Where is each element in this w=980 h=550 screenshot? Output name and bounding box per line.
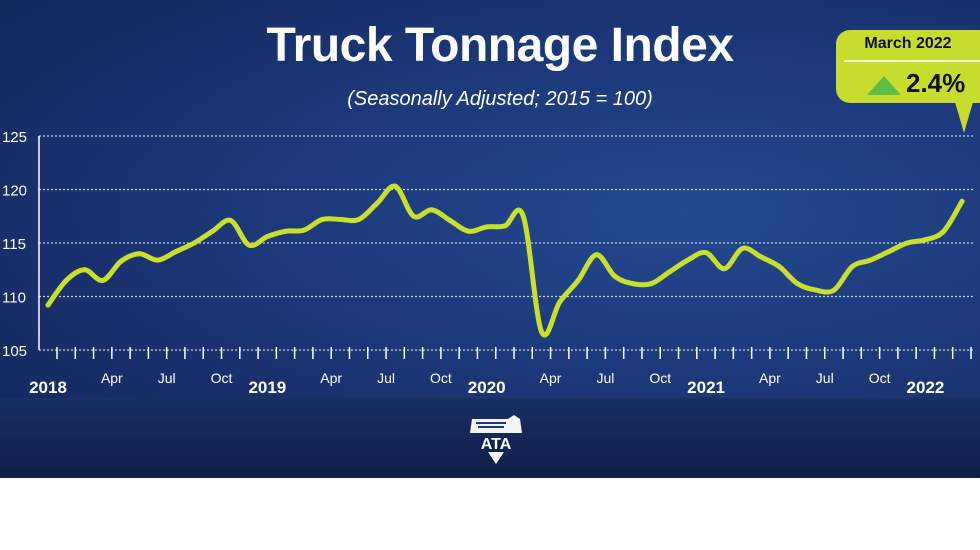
callout-divider xyxy=(844,60,980,62)
data-point xyxy=(685,257,691,263)
data-point xyxy=(337,216,343,222)
callout-change: 2.4% xyxy=(906,68,966,98)
data-point xyxy=(667,269,673,275)
data-point xyxy=(740,245,746,251)
data-point xyxy=(593,252,599,258)
chart-title: Truck Tonnage Index xyxy=(266,19,734,72)
data-point xyxy=(904,240,910,246)
x-year-label: 2020 xyxy=(468,378,506,397)
data-point xyxy=(813,287,819,293)
data-point xyxy=(447,218,453,224)
road-background xyxy=(0,398,980,478)
y-tick-label: 125 xyxy=(2,129,27,146)
y-tick-label: 120 xyxy=(2,183,27,200)
data-point xyxy=(319,216,325,222)
gridlines xyxy=(39,135,975,351)
x-month-label: Apr xyxy=(759,370,781,386)
data-point xyxy=(648,281,654,287)
x-month-label: Apr xyxy=(540,370,562,386)
series-line xyxy=(45,183,965,338)
ata-logo: ATA xyxy=(470,415,522,464)
data-point xyxy=(502,223,508,229)
data-point xyxy=(849,264,855,270)
data-point xyxy=(374,200,380,206)
data-point xyxy=(246,242,252,248)
y-tick-label: 110 xyxy=(2,290,26,307)
data-point xyxy=(136,251,142,257)
line-chart: 105 110 115 120 125 2018 Apr Jul Oct 2019 Apr Jul O… xyxy=(2,129,975,397)
x-year-label: 2019 xyxy=(248,378,286,397)
x-axis: 2018 Apr Jul Oct 2019 Apr Jul Oct 2020 Apr Jul Oct 2… xyxy=(29,347,972,397)
x-month-label: Jul xyxy=(158,370,176,386)
x-month-label: Oct xyxy=(869,370,891,386)
x-month-label: Jul xyxy=(816,370,834,386)
x-month-label: Jul xyxy=(596,370,614,386)
data-point xyxy=(484,224,490,230)
x-month-label: Apr xyxy=(320,370,342,386)
data-point xyxy=(392,183,398,189)
data-point xyxy=(941,228,947,234)
callout-date: March 2022 xyxy=(864,35,952,52)
x-month-label: Jul xyxy=(377,370,395,386)
x-month-label: Oct xyxy=(430,370,452,386)
data-point xyxy=(301,227,307,233)
y-axis: 105 110 115 120 125 xyxy=(2,129,40,360)
data-point xyxy=(283,228,289,234)
x-year-label: 2021 xyxy=(687,378,725,397)
data-point xyxy=(758,254,764,260)
data-point xyxy=(575,277,581,283)
svg-text:ATA: ATA xyxy=(481,436,512,453)
latest-change-callout: March 2022 2.4% xyxy=(836,30,980,103)
series xyxy=(45,183,965,338)
data-point xyxy=(45,302,51,308)
data-point xyxy=(721,266,727,272)
data-point xyxy=(356,216,362,222)
data-point xyxy=(776,264,782,270)
x-month-label: Apr xyxy=(101,370,123,386)
data-point xyxy=(118,258,124,264)
y-tick-label: 115 xyxy=(2,236,26,253)
data-point xyxy=(191,240,197,246)
x-month-label: Oct xyxy=(649,370,671,386)
y-tick-label: 105 xyxy=(2,343,27,360)
data-point xyxy=(411,213,417,219)
data-point xyxy=(539,329,545,335)
data-point xyxy=(959,198,965,204)
data-point xyxy=(63,277,69,283)
data-point xyxy=(794,281,800,287)
data-point xyxy=(82,267,88,273)
x-year-label: 2018 xyxy=(29,378,67,397)
x-month-label: Oct xyxy=(211,370,233,386)
data-point xyxy=(173,249,179,255)
data-point xyxy=(612,273,618,279)
data-point xyxy=(264,234,270,240)
data-point xyxy=(155,257,161,263)
callout-pointer xyxy=(955,102,973,133)
data-point xyxy=(557,299,563,305)
data-point xyxy=(228,218,234,224)
data-point xyxy=(868,257,874,263)
data-point xyxy=(465,228,471,234)
chart-subtitle: (Seasonally Adjusted; 2015 = 100) xyxy=(347,88,653,110)
up-arrow-icon xyxy=(867,76,901,95)
data-point xyxy=(831,287,837,293)
data-point xyxy=(886,249,892,255)
data-point xyxy=(703,250,709,256)
x-year-label: 2022 xyxy=(907,378,945,397)
data-point xyxy=(210,228,216,234)
data-point xyxy=(520,213,526,219)
data-point xyxy=(630,281,636,287)
data-point xyxy=(429,207,435,213)
data-point xyxy=(922,237,928,243)
data-point xyxy=(100,277,106,283)
